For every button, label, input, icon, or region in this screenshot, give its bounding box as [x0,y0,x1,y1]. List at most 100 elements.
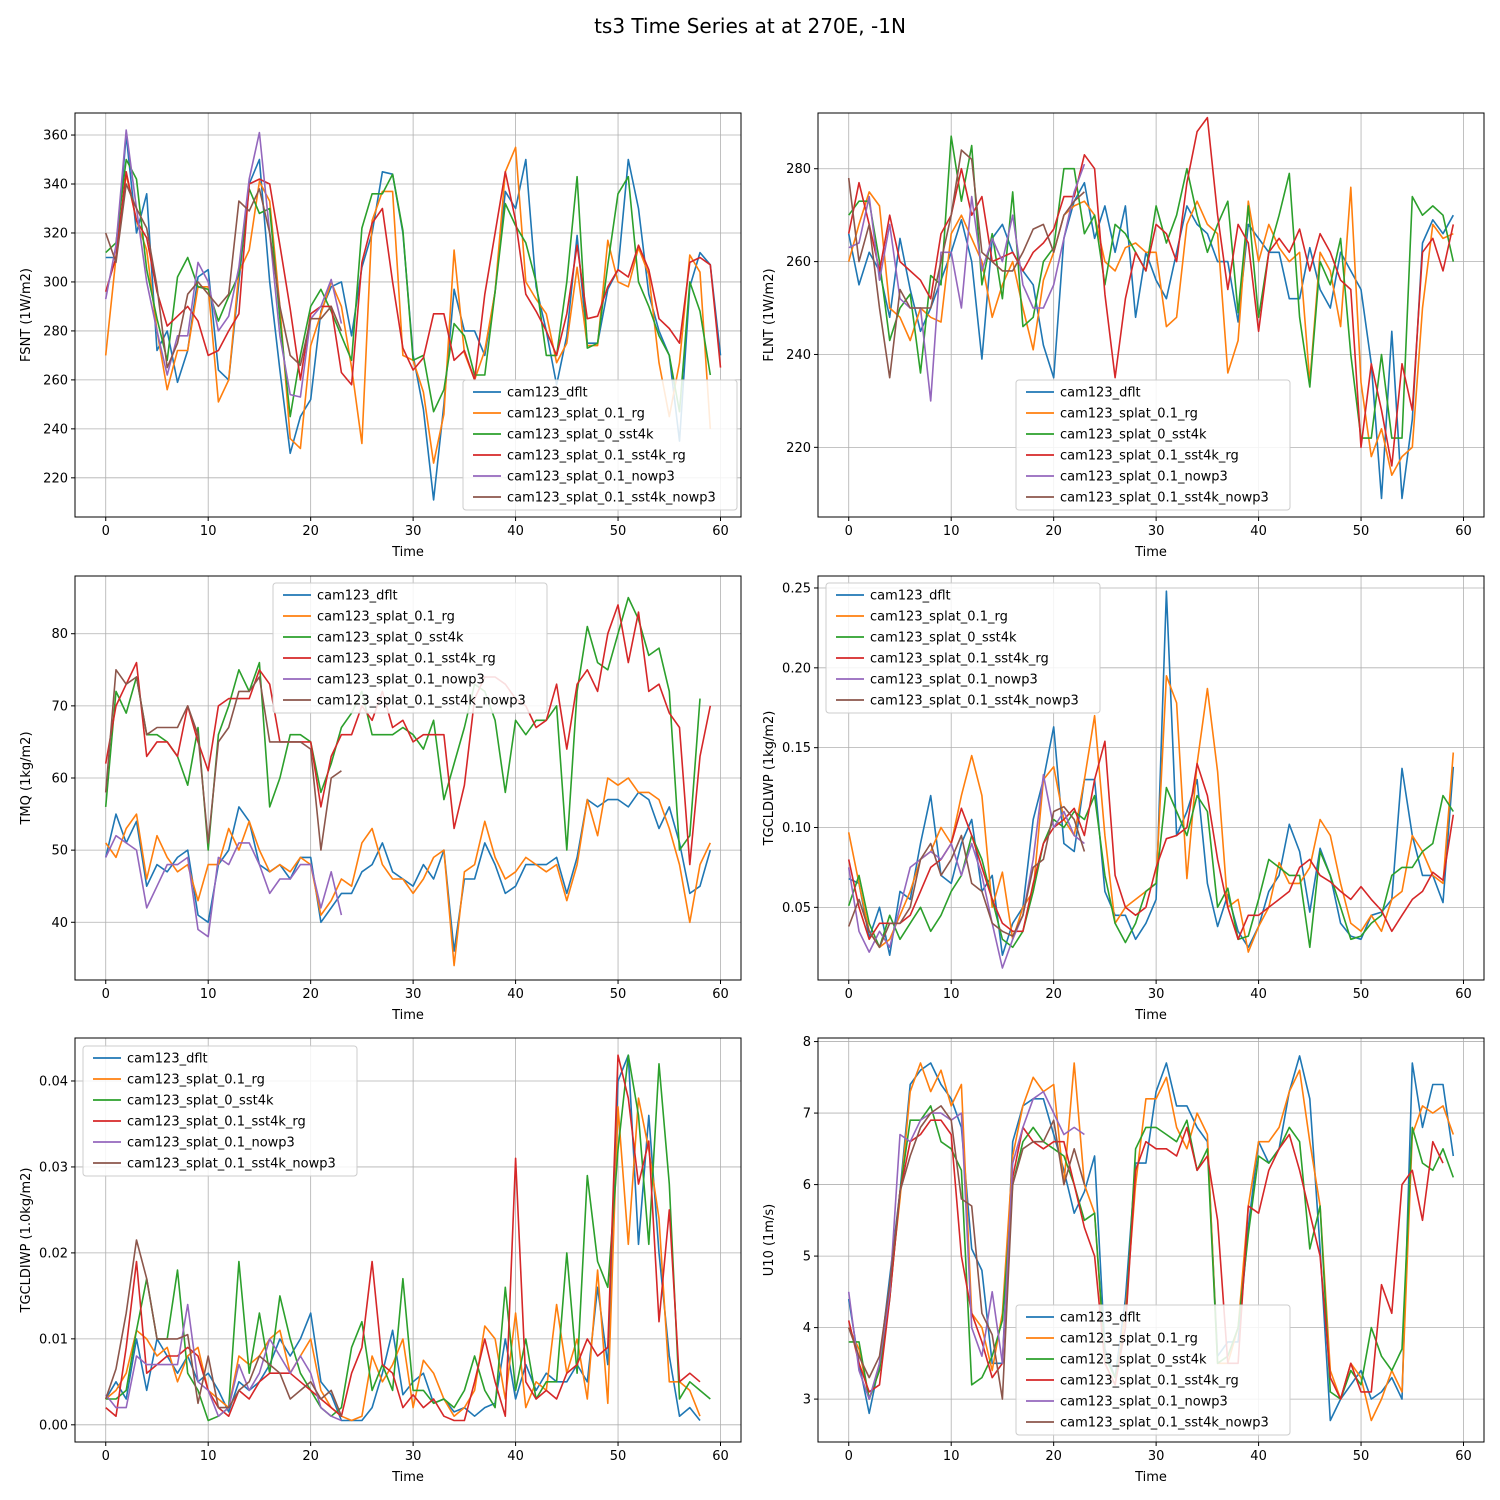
legend-box [272,582,548,714]
x-tick-label: 10 [943,524,960,539]
x-tick-label: 40 [1250,987,1267,1002]
series-group [104,596,712,967]
chart-panel-2: 0 10 20 30 40 50 60 220 240 260 280 Time FLNT (1W/m2… [762,112,1485,560]
figure-title: ts3 Time Series at at 270E, -1N [594,14,906,38]
x-tick-label: 30 [405,1449,422,1464]
series-line-5 [847,1090,1085,1400]
axes-frame [74,1037,742,1443]
y-tick-label: 5 [803,1250,811,1265]
series-group [847,116,1455,500]
series-line-3 [105,1054,711,1422]
y-tick-label: 0.20 [782,661,811,676]
y-tick-label: 80 [51,627,68,642]
legend: cam123_dflt cam123_splat_0.1_rg cam123_spl… [1015,379,1291,511]
y-tick-label: 40 [51,916,68,931]
series-line-1 [847,181,1454,500]
legend-label-5: cam123_splat_0.1_nowp3 [1060,470,1228,485]
y-tick-label: 240 [786,348,811,363]
legend-label-3: cam123_splat_0_sst4k [317,631,464,646]
x-tick-label: 40 [1250,524,1267,539]
legend-label-6: cam123_splat_0.1_sst4k_nowp3 [1060,1416,1269,1431]
x-tick-label: 0 [102,987,110,1002]
legend-label-4: cam123_splat_0.1_sst4k_rg [1060,449,1239,464]
x-tick-label: 50 [610,987,627,1002]
axes-frame [817,1037,1485,1443]
x-tick-label: 0 [102,524,110,539]
series-line-2 [847,1062,1455,1422]
y-tick-label: 340 [43,178,68,193]
y-tick-label: 3 [803,1393,811,1408]
x-tick-label: 20 [302,1449,319,1464]
legend-label-4: cam123_splat_0.1_sst4k_rg [127,1115,306,1130]
x-tick-label: 50 [1353,987,1370,1002]
legend-box [462,379,738,511]
y-axis-label: TGCLDIWP (1.0kg/m2) [19,1168,34,1314]
x-axis-label: Time [1134,1008,1167,1023]
x-tick-label: 60 [1455,987,1472,1002]
legend-box [1015,379,1291,511]
legend-label-6: cam123_splat_0.1_sst4k_nowp3 [1060,491,1269,506]
legend: cam123_dflt cam123_splat_0.1_rg cam123_spl… [82,1045,358,1177]
legend-box [82,1045,358,1177]
y-tick-label: 260 [786,255,811,270]
legend-label-3: cam123_splat_0_sst4k [1060,428,1207,443]
legend-label-1: cam123_dflt [317,589,398,604]
legend-label-4: cam123_splat_0.1_sst4k_rg [507,449,686,464]
x-tick-label: 10 [943,1449,960,1464]
x-tick-label: 20 [1045,524,1062,539]
x-tick-label: 40 [507,524,524,539]
y-tick-label: 0.15 [782,741,811,756]
x-axis-label: Time [1134,545,1167,560]
series-line-2 [847,186,1454,477]
x-tick-label: 20 [302,987,319,1002]
series-line-6 [847,149,1085,379]
series-line-2 [105,777,712,967]
x-tick-label: 0 [102,1449,110,1464]
x-tick-label: 20 [1045,987,1062,1002]
series-line-5 [848,163,1086,402]
x-tick-label: 40 [507,1449,524,1464]
y-tick-label: 0.03 [39,1160,68,1175]
y-axis-label: FSNT (1W/m2) [19,268,34,362]
x-tick-label: 20 [1045,1449,1062,1464]
x-tick-label: 40 [507,987,524,1002]
y-tick-label: 360 [43,129,68,144]
x-axis-label: Time [391,545,424,560]
legend: cam123_dflt cam123_splat_0.1_rg cam123_spl… [272,582,548,714]
legend-label-6: cam123_splat_0.1_sst4k_nowp3 [317,694,526,709]
legend-label-2: cam123_splat_0.1_rg [127,1073,265,1088]
y-tick-label: 0.10 [782,821,811,836]
y-tick-label: 0.04 [39,1074,68,1089]
y-tick-label: 240 [43,422,68,437]
y-axis-label: FLNT (1W/m2) [762,268,777,361]
series-line-3 [848,1105,1455,1400]
legend-label-1: cam123_dflt [1060,1311,1141,1326]
y-tick-label: 60 [51,772,68,787]
legend-label-2: cam123_splat_0.1_rg [1060,1332,1198,1347]
legend-box [1015,1304,1291,1436]
legend-label-4: cam123_splat_0.1_sst4k_rg [1060,1374,1239,1389]
axes-frame [817,575,1485,981]
x-tick-label: 40 [1250,1449,1267,1464]
y-tick-label: 0.25 [782,581,811,596]
legend-label-5: cam123_splat_0.1_nowp3 [317,673,485,688]
legend-label-5: cam123_splat_0.1_nowp3 [1060,1395,1228,1410]
x-tick-label: 10 [200,524,217,539]
series-line-4 [847,1119,1444,1400]
y-tick-label: 280 [43,324,68,339]
legend-label-3: cam123_splat_0_sst4k [507,428,654,443]
legend-label-2: cam123_splat_0.1_rg [317,610,455,625]
x-tick-label: 50 [1353,1449,1370,1464]
legend: cam123_dflt cam123_splat_0.1_rg cam123_spl… [825,582,1101,714]
legend-label-6: cam123_splat_0.1_sst4k_nowp3 [870,694,1079,709]
y-tick-label: 300 [43,275,68,290]
legend-label-2: cam123_splat_0.1_rg [507,407,645,422]
axes-frame [817,112,1485,518]
series-line-4 [104,171,722,386]
y-tick-label: 4 [803,1321,811,1336]
x-tick-label: 20 [302,524,319,539]
y-tick-label: 50 [51,844,68,859]
x-tick-label: 50 [610,524,627,539]
